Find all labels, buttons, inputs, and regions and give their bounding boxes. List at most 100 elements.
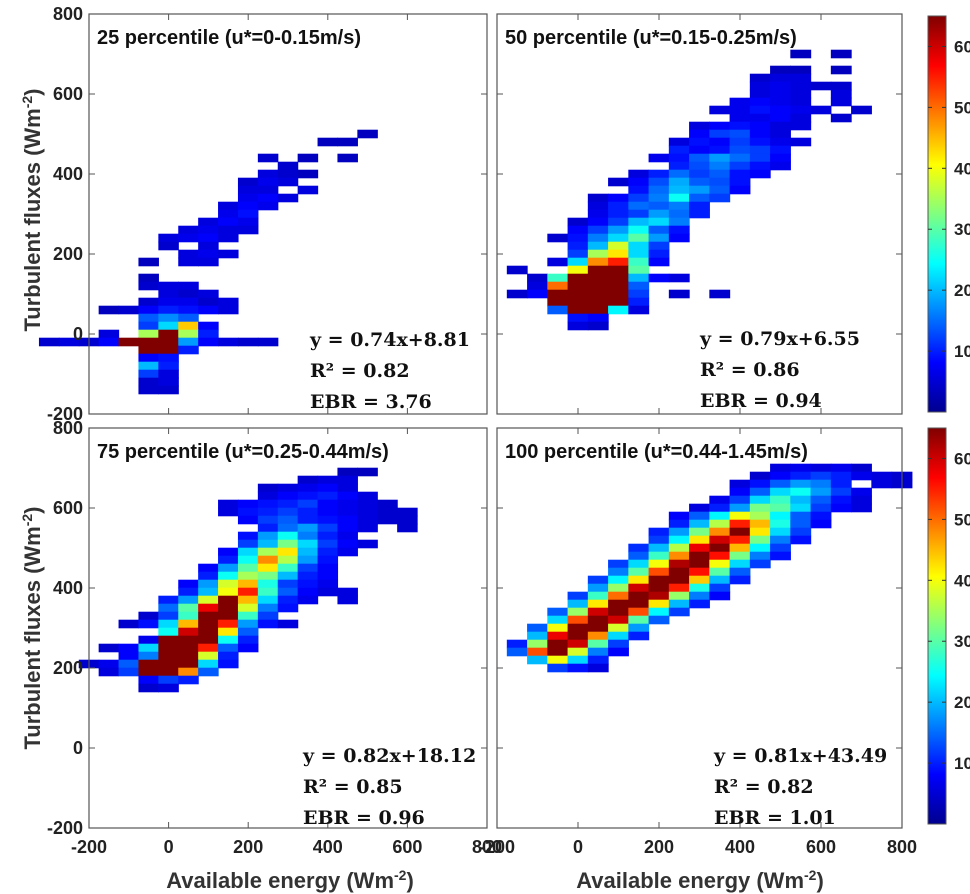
heatmap-cell: [158, 369, 179, 379]
heatmap-cell: [178, 595, 199, 605]
y-tick-label: 200: [53, 244, 83, 264]
heatmap-cell: [749, 503, 771, 513]
heatmap-cell: [790, 487, 812, 497]
heatmap-cell: [689, 527, 710, 537]
heatmap-cell: [628, 249, 650, 259]
heatmap-cell: [608, 639, 629, 649]
heatmap-cell: [178, 587, 199, 597]
heatmap-cell: [668, 559, 690, 569]
y-tick-label: 800: [53, 418, 83, 438]
x-tick-label: 400: [313, 837, 343, 857]
heatmap-cell: [158, 297, 179, 307]
heatmap-cell: [648, 201, 670, 211]
heatmap-cell: [709, 503, 731, 513]
heatmap-cell: [689, 583, 710, 593]
heatmap-cell: [749, 487, 771, 497]
heatmap-cell: [237, 635, 259, 645]
heatmap-cell: [138, 635, 159, 645]
heatmap-cell: [830, 113, 852, 123]
regression-annotation: y = 0.74x+8.81: [309, 329, 470, 351]
regression-annotation: EBR = 1.01: [714, 807, 836, 829]
heatmap-cell: [790, 65, 812, 75]
heatmap-cell: [668, 177, 690, 187]
heatmap-cell: [729, 567, 751, 577]
heatmap-cell: [689, 519, 710, 529]
heatmap-cell: [198, 611, 219, 621]
heatmap-cell: [830, 463, 852, 473]
heatmap-cell: [770, 495, 791, 505]
y-tick-label: -200: [47, 404, 83, 424]
heatmap-cell: [749, 519, 771, 529]
x-tick-label: 0: [573, 837, 583, 857]
heatmap-cell: [851, 503, 872, 513]
heatmap-cell: [257, 507, 279, 517]
heatmap-cell: [648, 559, 670, 569]
y-axis-label-top: Turbulent fluxes (Wm-2): [19, 88, 45, 331]
colorbar-tick-label: 50: [954, 510, 970, 529]
heatmap-cell: [749, 153, 771, 163]
heatmap-cell: [567, 313, 589, 323]
heatmap-cell: [547, 305, 569, 315]
heatmap-cell: [138, 667, 159, 677]
heatmap-cell: [237, 499, 259, 509]
heatmap-cell: [709, 551, 731, 561]
heatmap-cell: [770, 89, 791, 99]
heatmap-cell: [277, 193, 299, 203]
heatmap-cell: [830, 81, 852, 91]
heatmap-cell: [198, 659, 219, 669]
heatmap-cell: [668, 145, 690, 155]
heatmap-cell: [138, 683, 159, 693]
heatmap-cell: [257, 515, 279, 525]
heatmap-cell: [237, 507, 259, 517]
heatmap-cell: [567, 655, 589, 665]
heatmap-cell: [277, 169, 299, 179]
heatmap-cell: [567, 217, 589, 227]
heatmap-cell: [567, 257, 589, 267]
heatmap-cell: [337, 539, 358, 549]
heatmap-cell: [547, 607, 569, 617]
heatmap-cell: [506, 639, 528, 649]
axes-frame: [88, 427, 488, 829]
heatmap-cell: [770, 105, 791, 115]
heatmap-cell: [790, 503, 812, 513]
heatmap-cell: [709, 543, 731, 553]
y-axis-label-bottom: Turbulent fluxes (Wm-2): [19, 506, 45, 749]
heatmap-cell: [218, 233, 239, 243]
heatmap-cell: [567, 647, 589, 657]
y-tick-label: -200: [47, 818, 83, 838]
heatmap-cell: [357, 523, 378, 533]
heatmap-cell: [297, 595, 319, 605]
heatmap-cell: [317, 587, 339, 597]
heatmap-cell: [277, 555, 299, 565]
heatmap-cell: [587, 209, 609, 219]
heatmap-cell: [608, 607, 629, 617]
heatmap-cell: [790, 121, 812, 131]
heatmap-cell: [608, 583, 629, 593]
heatmap-cell: [567, 639, 589, 649]
heatmap-cell: [689, 543, 710, 553]
heatmap-cell: [547, 281, 569, 291]
heatmap-cell: [547, 631, 569, 641]
heatmap-cell: [98, 329, 120, 339]
heatmap-cell: [790, 495, 812, 505]
heatmap-cell: [770, 153, 791, 163]
heatmap-cell: [158, 353, 179, 363]
heatmap-cell: [587, 265, 609, 275]
heatmap-cell: [608, 567, 629, 577]
x-axis-label-right: Available energy (Wm-2): [576, 867, 824, 893]
heatmap-cell: [158, 595, 179, 605]
heatmap-cell: [830, 49, 852, 59]
heatmap-cell: [790, 49, 812, 59]
heatmap-cell: [198, 603, 219, 613]
heatmap-cell: [608, 201, 629, 211]
heatmap-cell: [648, 535, 670, 545]
heatmap-cell: [709, 567, 731, 577]
heatmap-cell: [628, 615, 650, 625]
heatmap-cell: [158, 281, 179, 291]
heatmap-cell: [547, 663, 569, 673]
heatmap-cell: [297, 491, 319, 501]
heatmap-cell: [138, 619, 159, 629]
heatmap-cell: [668, 217, 690, 227]
heatmap-cell: [648, 241, 670, 251]
heatmap-cell: [317, 499, 339, 509]
